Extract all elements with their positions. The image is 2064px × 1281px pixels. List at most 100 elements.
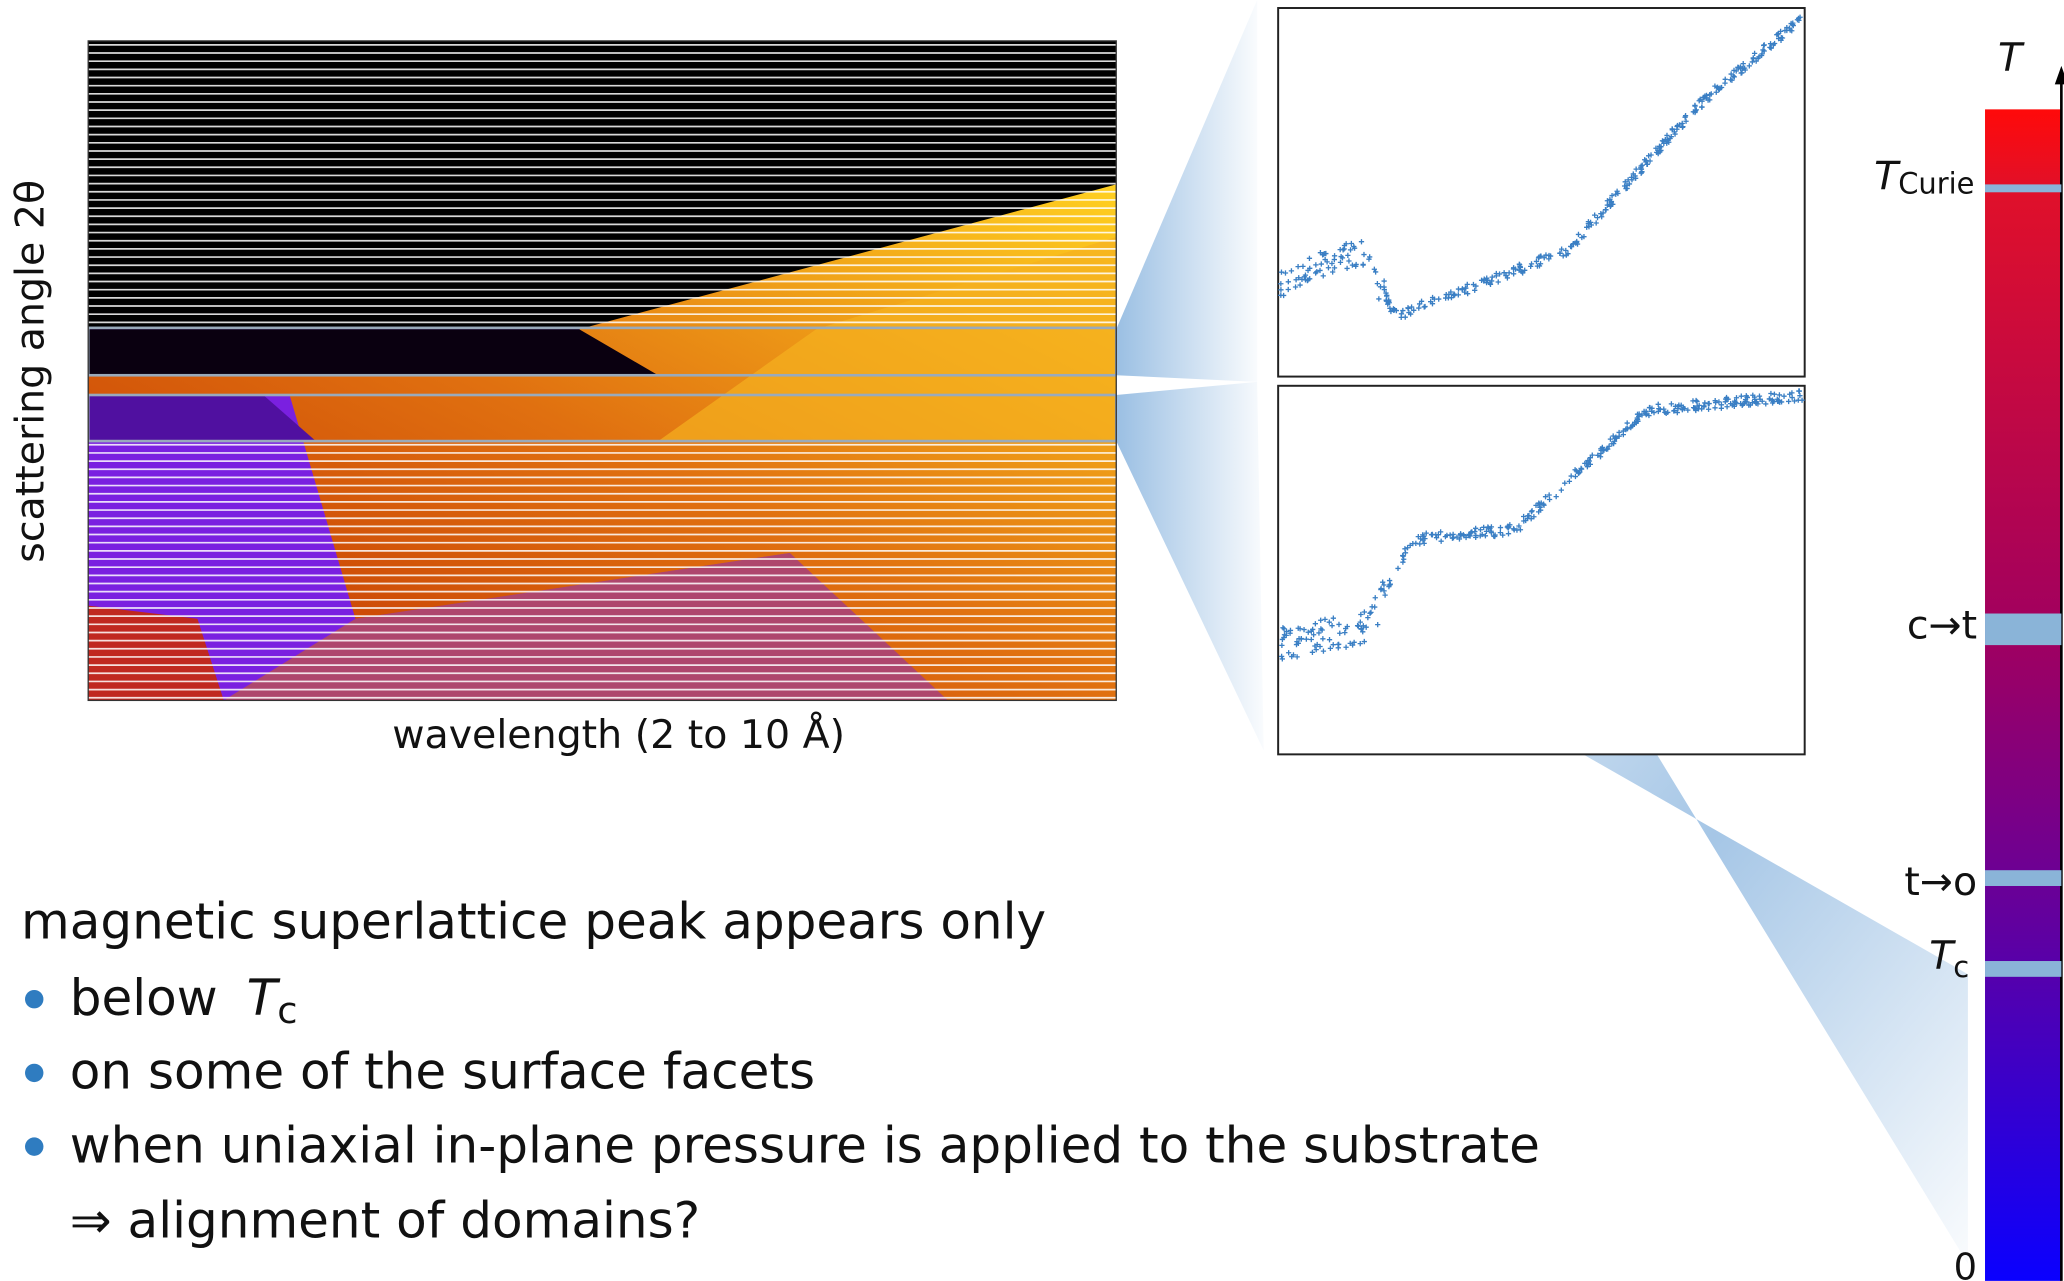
scatter-point: [1528, 261, 1535, 267]
scatter-point: [1306, 255, 1313, 261]
scatter-point: [1600, 210, 1606, 216]
scatter-point: [1372, 604, 1378, 610]
scatter-point: [1799, 397, 1805, 403]
scatter-point: [1322, 251, 1328, 257]
scatter-point: [1398, 311, 1405, 317]
scatter-point: [1300, 263, 1306, 270]
scatter-point: [1522, 267, 1528, 273]
scatter-point: [1568, 473, 1574, 479]
scatter-point: [1651, 409, 1657, 416]
scatter-point: [1497, 524, 1504, 531]
scatter-point: [1451, 292, 1457, 299]
scatter-point: [1759, 398, 1765, 404]
scatter-point: [1357, 619, 1363, 625]
scatter-point: [1685, 407, 1691, 413]
scatter-point: [1655, 408, 1661, 415]
scatter-point: [1776, 398, 1782, 405]
scatter-point: [1753, 400, 1759, 407]
scatter-point: [1496, 271, 1503, 277]
scatter-point: [1361, 251, 1367, 258]
scatter-point: [1295, 264, 1301, 270]
scatter-point: [1566, 478, 1573, 485]
bullet: [25, 1063, 44, 1083]
scatter-point: [1401, 556, 1407, 562]
scatter-point: [1607, 436, 1614, 442]
scatter-point: [1630, 171, 1636, 177]
scatter-point: [1331, 265, 1338, 271]
axis-arrow: [2054, 65, 2064, 85]
scatter-point: [1756, 54, 1762, 60]
scatter-point: [1381, 582, 1387, 588]
scatter-point: [1716, 399, 1722, 405]
scatter-point: [1423, 530, 1429, 536]
scatter-point: [1312, 621, 1318, 627]
scatter-point: [1402, 546, 1408, 552]
scatter-point: [1646, 412, 1652, 419]
scatter-point: [1771, 391, 1778, 397]
scatter-point: [1282, 270, 1289, 276]
scatter-point: [1360, 262, 1366, 268]
scatter-point: [1510, 271, 1517, 277]
scatter-point: [1388, 308, 1394, 315]
scatter-point: [1703, 95, 1709, 101]
scatter-point: [1531, 514, 1537, 520]
scatter-point: [1731, 67, 1737, 74]
scatter-point: [1390, 306, 1397, 312]
scatter-point: [1609, 192, 1615, 199]
scatter-point: [1739, 66, 1746, 72]
scatter-point: [1371, 266, 1377, 272]
scatter-point: [1329, 260, 1335, 267]
scatter-point: [1682, 114, 1688, 120]
scatter-point: [1481, 524, 1487, 530]
scatter-point: [1325, 265, 1332, 271]
scatter-panels: [1277, 7, 1806, 756]
scatter-point: [1420, 532, 1426, 538]
axis-symbol: T: [1998, 35, 2025, 81]
scatter-point: [1288, 268, 1295, 274]
scatter-point: [1680, 404, 1687, 410]
scatter-point: [1345, 252, 1351, 259]
scatter-point: [1355, 623, 1362, 629]
scatter-point: [1318, 617, 1324, 623]
scatter-point: [1655, 401, 1661, 407]
subscript: Curie: [1898, 167, 1974, 201]
scatter-point: [1301, 626, 1307, 633]
scatter-point: [1533, 258, 1540, 265]
scatter-point: [1536, 263, 1543, 269]
scatter-point: [1541, 255, 1547, 261]
scatter-point: [1730, 73, 1737, 79]
scatter-point: [1753, 58, 1759, 64]
scatter-point: [1557, 250, 1563, 257]
scatter-point: [1712, 405, 1718, 411]
scatter-point: [1712, 83, 1718, 89]
scatter-point: [1656, 145, 1663, 151]
bullet-text: when uniaxial in-plane pressure is appli…: [70, 1116, 1540, 1174]
scatter-point: [1320, 648, 1327, 654]
scatter-point: [1363, 624, 1369, 630]
scatter-point: [1400, 559, 1406, 565]
scatter-point: [1794, 17, 1801, 23]
scatter-point: [1335, 641, 1341, 648]
scatter-point: [1791, 398, 1798, 404]
scatter-point: [1497, 530, 1503, 536]
scatter-point: [1768, 390, 1774, 397]
scatter-point: [1313, 646, 1319, 653]
bullet: [25, 989, 44, 1009]
scatter-point: [1429, 301, 1436, 307]
symbol: T: [247, 969, 281, 1027]
scatter-point: [1624, 420, 1630, 426]
scatter-point: [1491, 533, 1497, 539]
scatter-point: [1462, 289, 1468, 295]
x-axis-label: wavelength (2 to 10 Å): [392, 711, 845, 758]
level-label: Tc: [1929, 933, 1969, 984]
scatter-point: [1286, 650, 1292, 656]
scatter-point: [1586, 461, 1592, 467]
scatter-point: [1575, 469, 1582, 475]
text: below: [70, 969, 218, 1027]
scatter-point: [1447, 532, 1453, 538]
scatter-point: [1645, 153, 1652, 159]
scatter-point: [1563, 252, 1569, 258]
scatter-point: [1746, 63, 1752, 69]
scatter-point: [1512, 266, 1519, 272]
